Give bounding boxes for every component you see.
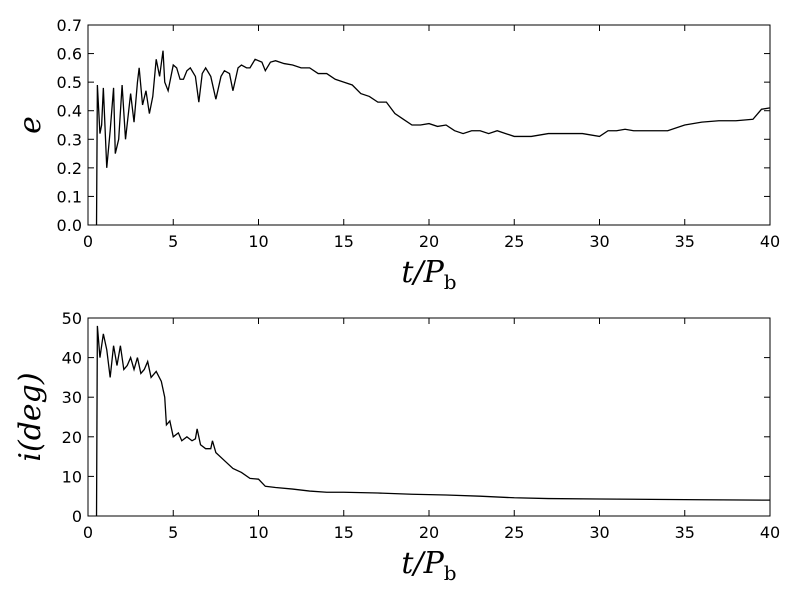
y-tick-label: 0.1 xyxy=(57,187,82,206)
x-tick-label: 20 xyxy=(419,232,439,251)
x-tick-label: 10 xyxy=(248,523,268,542)
x-axis-label: t/Pb xyxy=(401,546,456,585)
subplot: 0 5 10 15 20 25 30 35 40 0.0 0.1 0.2 0.3 0.4 0.5 0.6 0.7… xyxy=(13,16,780,294)
y-tick-label: 0.0 xyxy=(57,216,82,235)
y-tick-label: 50 xyxy=(62,309,82,328)
x-tick-label: 30 xyxy=(589,232,609,251)
y-tick-label: 0.4 xyxy=(57,102,82,121)
x-tick-label: 30 xyxy=(589,523,609,542)
y-tick-label: 20 xyxy=(62,428,82,447)
x-tick-label: 40 xyxy=(760,232,780,251)
y-tick-label: 40 xyxy=(62,349,82,368)
x-axis-label-sub: b xyxy=(444,270,457,294)
y-tick-label: 0.2 xyxy=(57,159,82,178)
y-tick-label: 0.7 xyxy=(57,16,82,35)
x-axis-label-main: t/P xyxy=(401,255,444,290)
y-tick-label: 0.5 xyxy=(57,73,82,92)
x-tick-label: 0 xyxy=(83,523,93,542)
x-tick-label: 10 xyxy=(248,232,268,251)
x-axis-label-sub: b xyxy=(444,561,457,585)
y-tick-label: 0 xyxy=(72,507,82,526)
y-tick-label: 0.3 xyxy=(57,130,82,149)
y-tick-label: 10 xyxy=(62,467,82,486)
y-tick-label: 0.6 xyxy=(57,45,82,64)
data-line xyxy=(95,50,771,226)
x-axis-label: t/Pb xyxy=(401,255,456,294)
x-tick-label: 0 xyxy=(83,232,93,251)
y-axis-label: e xyxy=(13,116,48,134)
x-axis-label-main: t/P xyxy=(401,546,444,581)
x-tick-label: 35 xyxy=(675,523,695,542)
x-tick-label: 40 xyxy=(760,523,780,542)
x-tick-label: 25 xyxy=(504,523,524,542)
subplot: 0 5 10 15 20 25 30 35 40 0 10 20 30 40 50 t/Pb i(deg) xyxy=(13,309,780,585)
x-tick-label: 5 xyxy=(168,232,178,251)
x-tick-label: 35 xyxy=(675,232,695,251)
plot-frame xyxy=(87,317,771,517)
x-tick-label: 15 xyxy=(334,232,354,251)
x-tick-label: 20 xyxy=(419,523,439,542)
x-tick-label: 5 xyxy=(168,523,178,542)
x-tick-label: 15 xyxy=(334,523,354,542)
y-axis-label: i(deg) xyxy=(13,372,48,461)
data-line xyxy=(95,325,771,517)
plot-frame xyxy=(87,24,771,226)
x-tick-label: 25 xyxy=(504,232,524,251)
y-tick-label: 30 xyxy=(62,388,82,407)
